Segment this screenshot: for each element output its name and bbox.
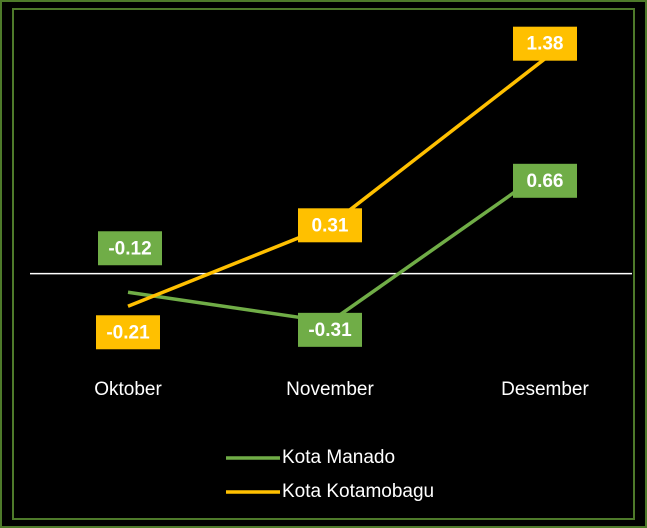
data-label: 0.31 [312, 215, 349, 236]
data-label: -0.12 [108, 238, 151, 259]
legend-label: Kota Kotamobagu [282, 481, 434, 502]
x-tick-label: November [286, 379, 374, 400]
plot-frame [12, 8, 635, 520]
data-label: -0.21 [106, 322, 150, 343]
data-label-box [96, 315, 160, 350]
data-label: 0.66 [527, 171, 564, 192]
data-label: 1.38 [527, 34, 564, 55]
data-label-box [298, 208, 362, 243]
legend-label: Kota Manado [282, 447, 395, 468]
data-label-box [513, 163, 577, 198]
data-label-box [98, 231, 162, 266]
x-tick-label: Desember [501, 379, 589, 400]
data-label-box [513, 26, 577, 61]
x-tick-label: Oktober [94, 379, 162, 400]
data-label-box [298, 312, 362, 347]
data-label: -0.31 [308, 320, 352, 341]
